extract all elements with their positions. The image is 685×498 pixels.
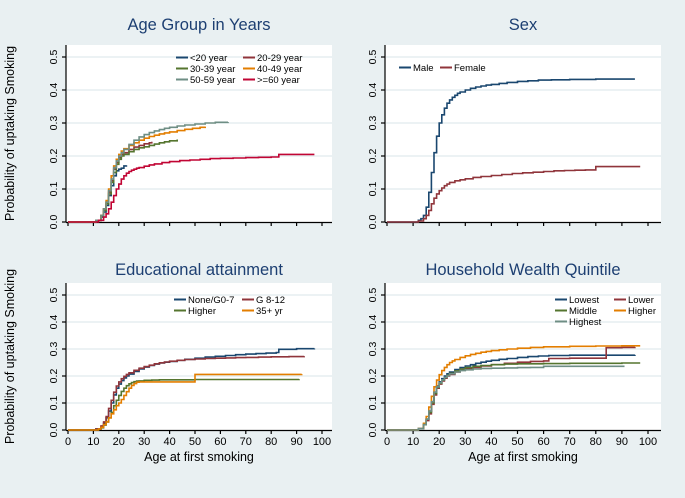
y-axis-title: Probability of uptaking Smoking bbox=[3, 269, 17, 444]
y-tick-label: 0.4 bbox=[48, 83, 60, 98]
legend-label: 50-59 year bbox=[190, 75, 235, 86]
y-tick-label: 0.5 bbox=[367, 50, 379, 65]
legend-label: None/G0-7 bbox=[188, 295, 234, 306]
y-tick-label: 0.5 bbox=[48, 50, 60, 65]
y-tick-label: 0.0 bbox=[48, 215, 60, 230]
chart-1: 0.0 0.1 0.2 0.3 0.4 0.5 Sex Male Female bbox=[367, 16, 661, 230]
legend-label: 20-29 year bbox=[257, 53, 302, 64]
x-tick-label: 60 bbox=[214, 436, 226, 448]
series-line bbox=[68, 355, 305, 431]
panel-age-group: 0.0 0.1 0.2 0.3 0.4 0.5 Probability of uptakin… bbox=[0, 0, 342, 249]
y-tick-label: 0.5 bbox=[48, 288, 60, 303]
legend-label: Lower bbox=[628, 295, 654, 306]
y-tick-label: 0.4 bbox=[48, 315, 60, 330]
x-tick-label: 80 bbox=[590, 436, 602, 448]
x-tick-label: 90 bbox=[290, 436, 302, 448]
x-tick-label: 40 bbox=[163, 436, 175, 448]
x-tick-label: 30 bbox=[138, 436, 150, 448]
legend-label: 30-39 year bbox=[190, 64, 235, 75]
chart-0: 0.0 0.1 0.2 0.3 0.4 0.5 Probability of uptakin… bbox=[3, 16, 332, 230]
x-tick-label: 10 bbox=[87, 436, 99, 448]
x-tick-label: 50 bbox=[511, 436, 523, 448]
x-tick-label: 70 bbox=[564, 436, 576, 448]
x-tick-label: 70 bbox=[240, 436, 252, 448]
y-tick-label: 0.0 bbox=[367, 215, 379, 230]
legend-label: <20 year bbox=[190, 53, 227, 64]
legend-label: Higher bbox=[628, 306, 656, 317]
x-tick-label: 0 bbox=[384, 436, 390, 448]
series-line bbox=[387, 165, 641, 223]
y-tick-label: 0.1 bbox=[367, 396, 379, 411]
legend-label: Male bbox=[413, 63, 434, 74]
y-tick-label: 0.2 bbox=[48, 149, 60, 164]
x-axis-title: Age at first smoking bbox=[144, 450, 254, 464]
series-line bbox=[387, 78, 635, 223]
y-tick-label: 0.2 bbox=[367, 149, 379, 164]
y-tick-label: 0.3 bbox=[48, 116, 60, 131]
y-tick-label: 0.3 bbox=[48, 342, 60, 357]
legend-label: 35+ yr bbox=[256, 306, 283, 317]
legend-label: 40-49 year bbox=[257, 64, 302, 75]
chart-2: 0.0 0.1 0.2 0.3 0.4 0.5 0 10 20 30 40 50 60 70 80 90 100… bbox=[3, 261, 332, 464]
y-tick-label: 0.2 bbox=[48, 369, 60, 384]
x-axis-title: Age at first smoking bbox=[468, 450, 578, 464]
panel-title: Household Wealth Quintile bbox=[425, 261, 620, 279]
y-tick-label: 0.1 bbox=[48, 182, 60, 197]
panel-education: 0.0 0.1 0.2 0.3 0.4 0.5 0 10 20 30 40 50 60 70 80 90 100… bbox=[0, 249, 342, 498]
panel-sex: 0.0 0.1 0.2 0.3 0.4 0.5 Sex Male Female bbox=[343, 0, 685, 249]
y-axis-title: Probability of uptaking Smoking bbox=[3, 46, 17, 221]
legend-label: >=60 year bbox=[257, 75, 300, 86]
y-tick-label: 0.1 bbox=[367, 182, 379, 197]
series-line bbox=[68, 121, 229, 223]
series-line bbox=[68, 373, 303, 431]
y-tick-label: 0.2 bbox=[367, 369, 379, 384]
x-tick-label: 40 bbox=[485, 436, 497, 448]
legend-label: Higher bbox=[188, 306, 216, 317]
x-tick-label: 30 bbox=[459, 436, 471, 448]
x-tick-label: 10 bbox=[407, 436, 419, 448]
series-line bbox=[68, 153, 315, 223]
panel-wealth: 0.0 0.1 0.2 0.3 0.4 0.5 0 10 20 30 40 50 60 70 80 90 100… bbox=[343, 249, 685, 498]
legend-label: Middle bbox=[569, 306, 597, 317]
x-tick-label: 0 bbox=[65, 436, 71, 448]
plot-area bbox=[385, 283, 661, 430]
legend-label: Highest bbox=[569, 317, 602, 328]
x-tick-label: 100 bbox=[639, 436, 657, 448]
chart-3: 0.0 0.1 0.2 0.3 0.4 0.5 0 10 20 30 40 50 60 70 80 90 100… bbox=[367, 261, 661, 464]
x-tick-label: 90 bbox=[616, 436, 628, 448]
panel-title: Sex bbox=[509, 16, 538, 34]
y-tick-label: 0.0 bbox=[367, 423, 379, 438]
panel-title: Educational attainment bbox=[115, 261, 283, 279]
x-tick-label: 60 bbox=[537, 436, 549, 448]
legend-label: Female bbox=[454, 63, 486, 74]
legend-label: Lowest bbox=[569, 295, 599, 306]
series-line bbox=[387, 365, 625, 431]
legend-label: G 8-12 bbox=[256, 295, 285, 306]
y-tick-label: 0.3 bbox=[367, 342, 379, 357]
x-tick-label: 50 bbox=[189, 436, 201, 448]
y-tick-label: 0.0 bbox=[48, 423, 60, 438]
x-tick-label: 20 bbox=[113, 436, 125, 448]
y-tick-label: 0.3 bbox=[367, 116, 379, 131]
y-tick-label: 0.5 bbox=[367, 288, 379, 303]
y-tick-label: 0.4 bbox=[367, 315, 379, 330]
x-tick-label: 80 bbox=[265, 436, 277, 448]
x-tick-label: 100 bbox=[313, 436, 331, 448]
y-tick-label: 0.1 bbox=[48, 396, 60, 411]
panel-title: Age Group in Years bbox=[127, 16, 270, 34]
y-tick-label: 0.4 bbox=[367, 83, 379, 98]
x-tick-label: 20 bbox=[433, 436, 445, 448]
